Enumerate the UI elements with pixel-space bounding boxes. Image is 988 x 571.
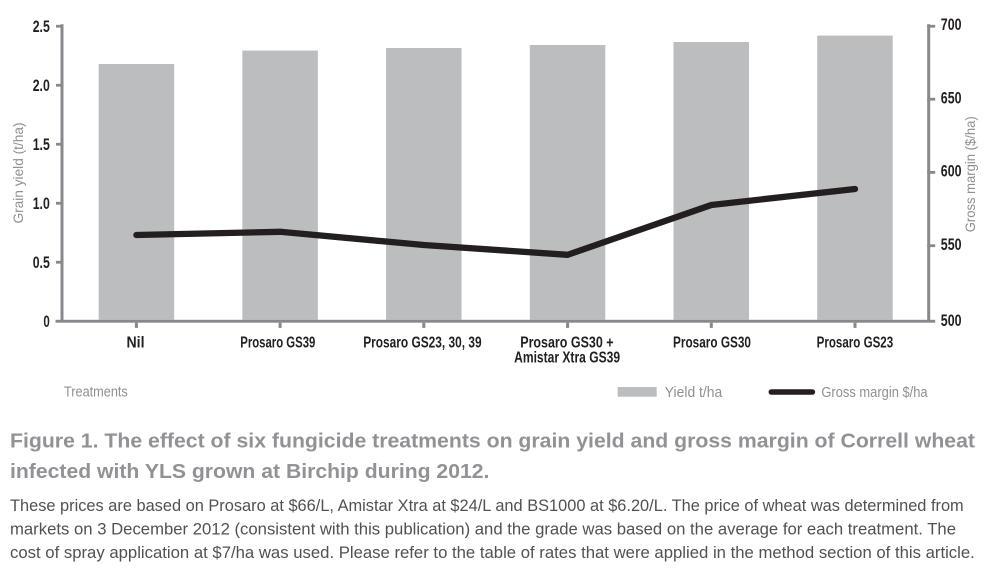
svg-text:cost of spray application at $: cost of spray application at $7/ha was u…: [10, 543, 975, 562]
svg-text:Gross margin $/ha: Gross margin $/ha: [821, 385, 928, 401]
svg-text:1.5: 1.5: [33, 135, 50, 154]
svg-text:650: 650: [941, 89, 962, 108]
svg-text:markets on 3 December 2012 (co: markets on 3 December 2012 (consistent w…: [10, 520, 956, 539]
svg-text:Prosaro GS23, 30, 39: Prosaro GS23, 30, 39: [363, 335, 482, 352]
svg-text:Nil: Nil: [127, 335, 145, 352]
svg-text:500: 500: [941, 311, 962, 330]
svg-text:Prosaro GS30 +: Prosaro GS30 +: [520, 335, 613, 352]
svg-text:0.5: 0.5: [33, 253, 50, 272]
svg-text:These prices are based on Pros: These prices are based on Prosaro at $66…: [10, 496, 964, 515]
svg-text:700: 700: [941, 15, 962, 34]
svg-text:2.0: 2.0: [33, 76, 50, 95]
svg-text:Prosaro GS30: Prosaro GS30: [673, 335, 751, 352]
svg-text:infected with YLS grown at Bir: infected with YLS grown at Birchip durin…: [10, 461, 489, 483]
svg-text:Treatments: Treatments: [64, 384, 128, 401]
svg-text:Amistar Xtra GS39: Amistar Xtra GS39: [514, 350, 620, 367]
svg-text:Grain yield (t/ha): Grain yield (t/ha): [11, 123, 26, 224]
svg-text:1.0: 1.0: [33, 194, 50, 213]
svg-text:600: 600: [941, 162, 962, 181]
svg-text:Gross margin ($/ha): Gross margin ($/ha): [963, 116, 978, 232]
svg-text:Yield t/ha: Yield t/ha: [665, 385, 723, 401]
svg-text:Figure 1. The effect of six fu: Figure 1. The effect of six fungicide tr…: [10, 431, 975, 453]
svg-text:550: 550: [941, 235, 962, 254]
svg-text:Prosaro GS23: Prosaro GS23: [817, 335, 894, 352]
svg-text:2.5: 2.5: [33, 17, 50, 36]
svg-text:0: 0: [43, 312, 49, 331]
svg-text:Prosaro GS39: Prosaro GS39: [240, 335, 315, 352]
